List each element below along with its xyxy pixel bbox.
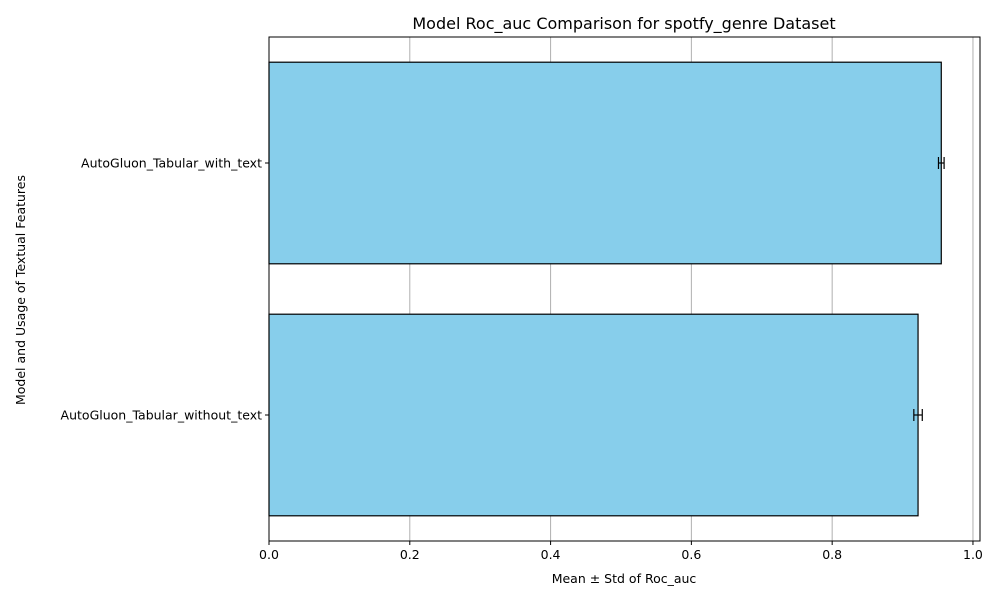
y-tick-label: AutoGluon_Tabular_without_text bbox=[61, 408, 263, 423]
bars bbox=[268, 61, 942, 517]
chart-title: Model Roc_auc Comparison for spotfy_genr… bbox=[412, 14, 835, 34]
x-tick-label: 0.0 bbox=[259, 547, 279, 562]
x-tick-label: 0.6 bbox=[681, 547, 701, 562]
y-axis-label: Model and Usage of Textual Features bbox=[13, 175, 28, 405]
x-axis-ticks: 0.0 0.2 0.4 0.6 0.8 1.0 bbox=[259, 541, 983, 562]
x-tick-label: 0.2 bbox=[400, 547, 420, 562]
plot-frame bbox=[268, 36, 981, 542]
x-tick-label: 0.8 bbox=[822, 547, 842, 562]
x-tick-label: 0.4 bbox=[541, 547, 561, 562]
error-bars bbox=[913, 157, 945, 421]
bar bbox=[268, 61, 942, 265]
x-tick-label: 1.0 bbox=[963, 547, 983, 562]
y-axis-ticks: AutoGluon_Tabular_with_text AutoGluon_Tab… bbox=[61, 156, 269, 423]
y-tick-label: AutoGluon_Tabular_with_text bbox=[81, 156, 262, 171]
x-axis-label: Mean ± Std of Roc_auc bbox=[552, 571, 697, 586]
bar bbox=[268, 313, 919, 517]
